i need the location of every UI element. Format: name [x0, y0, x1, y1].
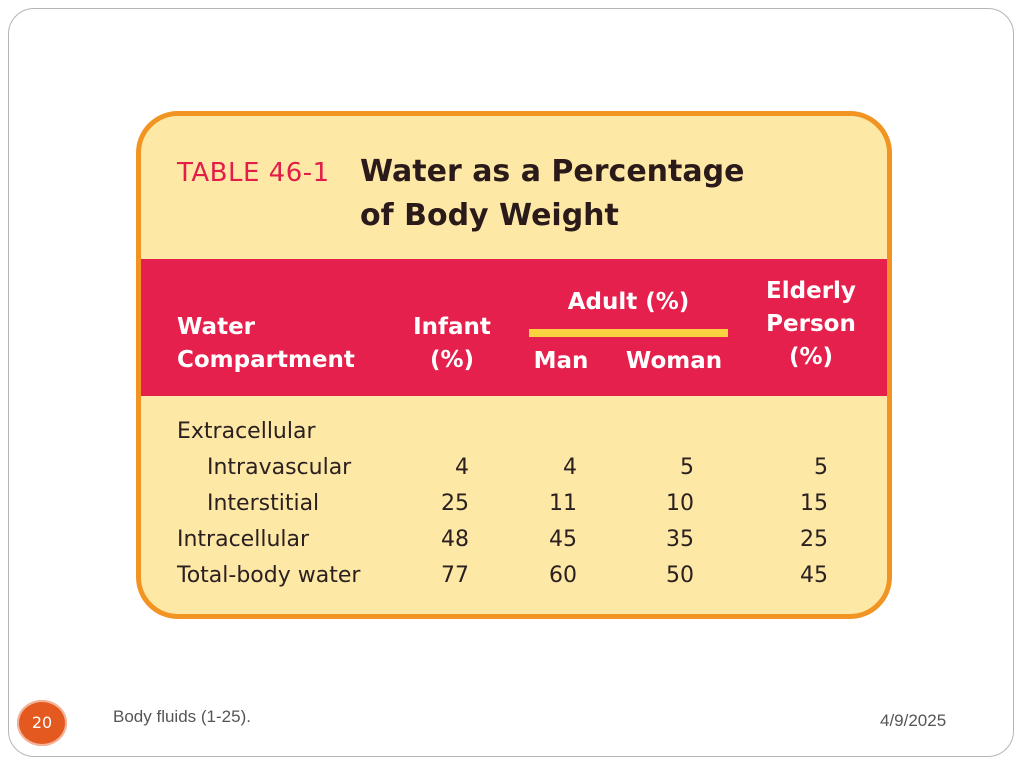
cell-elderly: 25 [800, 527, 828, 552]
footer-date: 4/9/2025 [880, 711, 947, 730]
row-label: Total-body water [177, 563, 361, 588]
row-label: Intracellular [177, 527, 310, 552]
header-adult-group: Adult (%) [567, 289, 690, 315]
cell-elderly: 5 [814, 455, 828, 480]
table-header: Water Compartment Infant (%) Adult (%) M… [141, 259, 887, 396]
adult-group-underline [529, 329, 728, 337]
cell-infant: 48 [441, 527, 469, 552]
cell-man: 60 [549, 563, 577, 588]
header-man: Man [533, 348, 589, 374]
row-label: Interstitial [207, 491, 320, 516]
table-title-line-1: Water as a Percentage [360, 154, 745, 189]
cell-infant: 4 [455, 455, 469, 480]
row-label: Extracellular [177, 419, 316, 444]
cell-woman: 35 [666, 527, 694, 552]
header-infant: Infant (%) [413, 314, 491, 373]
header-woman: Woman [625, 348, 723, 374]
cell-elderly: 15 [800, 491, 828, 516]
table-title-line-2: of Body Weight [360, 198, 619, 233]
cell-man: 4 [563, 455, 577, 480]
table-number: TABLE 46-1 [177, 158, 330, 188]
table-row: Intracellular 48 45 35 25 [141, 522, 887, 558]
cell-woman: 5 [680, 455, 694, 480]
header-compartment: Water Compartment [177, 314, 355, 373]
cell-woman: 50 [666, 563, 694, 588]
cell-woman: 10 [666, 491, 694, 516]
table-card: TABLE 46-1 Water as a Percentage of Body… [136, 111, 892, 619]
cell-man: 45 [549, 527, 577, 552]
row-label: Intravascular [207, 455, 352, 480]
header-elderly: Elderly Person (%) [766, 278, 856, 370]
table-row: Intravascular 4 4 5 5 [141, 450, 887, 486]
cell-infant: 77 [441, 563, 469, 588]
table-row: Total-body water 77 60 50 45 [141, 558, 887, 594]
slide-number-badge: 20 [17, 700, 67, 746]
cell-elderly: 45 [800, 563, 828, 588]
cell-man: 11 [549, 491, 577, 516]
footer-caption: Body fluids (1-25). [113, 707, 251, 726]
cell-infant: 25 [441, 491, 469, 516]
table-row: Interstitial 25 11 10 15 [141, 486, 887, 522]
table-row: Extracellular [141, 414, 887, 450]
